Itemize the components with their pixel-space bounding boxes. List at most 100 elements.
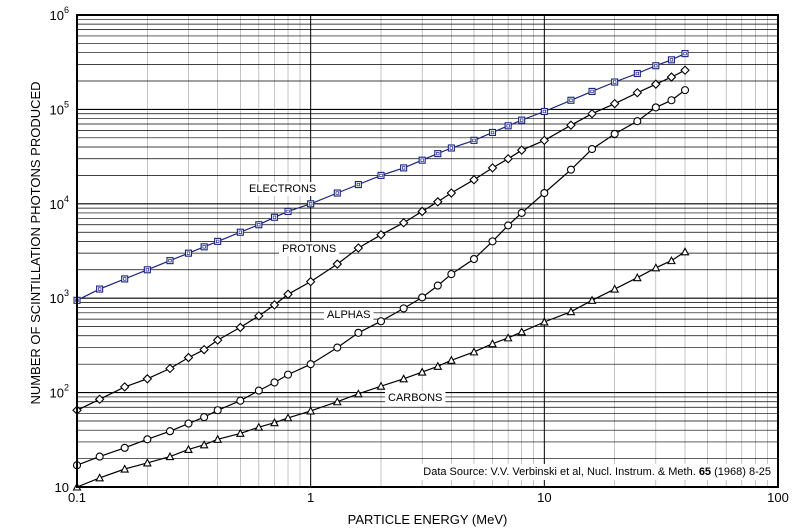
electrons-data-point-inner xyxy=(449,146,453,150)
y-tick-base: 10 xyxy=(55,480,69,495)
electrons-data-point xyxy=(667,56,676,64)
protons-data-point xyxy=(417,206,427,217)
electrons-data-point-inner xyxy=(490,130,495,135)
electrons-data-point-inner xyxy=(356,182,361,187)
data-source-prefix: Data Source: V.V. Verbinski et al, Nucl.… xyxy=(423,466,699,478)
y-tick-exponent: 2 xyxy=(64,383,69,393)
carbons-data-point xyxy=(446,355,456,364)
data-source-suffix: (1968) 8-25 xyxy=(711,466,771,478)
alphas-data-point xyxy=(610,129,619,138)
y-tick-exponent: 5 xyxy=(64,99,69,109)
carbons-data-point xyxy=(306,406,316,415)
series-layer xyxy=(72,50,690,491)
alphas-data-point xyxy=(306,360,315,369)
protons-data-point xyxy=(332,259,343,269)
alphas-data-point xyxy=(270,378,279,387)
alphas-data-point xyxy=(680,86,690,95)
alphas-data-point xyxy=(95,452,104,461)
alphas-data-point xyxy=(254,386,263,395)
protons-data-point xyxy=(446,188,457,198)
y-tick-base: 10 xyxy=(50,8,64,23)
carbons-data-point xyxy=(632,273,642,282)
electrons-data-point xyxy=(540,107,548,116)
electrons-data-point-inner xyxy=(97,287,102,291)
series-label-alphas: ALPHAS xyxy=(327,309,370,321)
carbons-data-point xyxy=(235,428,245,437)
electrons-data-point xyxy=(354,180,362,189)
alphas-data-point xyxy=(283,370,293,379)
y-tick-label: 104 xyxy=(50,194,69,212)
protons-data-point xyxy=(609,98,620,109)
x-tick-label: 10 xyxy=(537,490,551,505)
x-tick-label: 100 xyxy=(767,490,789,505)
series-label-bg-electrons xyxy=(246,182,320,196)
x-tick-label: 0.1 xyxy=(68,490,86,505)
protons-data-point xyxy=(212,335,223,345)
alphas-data-point xyxy=(333,343,342,352)
y-tick-base: 10 xyxy=(50,197,64,212)
protons-data-point xyxy=(119,382,130,392)
series-label-bg-carbons xyxy=(385,391,446,405)
electrons-data-point xyxy=(96,285,104,293)
electrons-data-point xyxy=(184,249,193,257)
carbons-data-point xyxy=(213,434,223,443)
protons-data-point xyxy=(651,79,661,89)
electrons-data-point-inner xyxy=(669,58,674,62)
alphas-data-point xyxy=(184,419,193,428)
protons-data-point xyxy=(516,145,527,155)
alphas-data-point xyxy=(200,413,209,422)
electrons-data-point-inner xyxy=(123,277,127,281)
electrons-data-point xyxy=(270,213,279,221)
electrons-data-point xyxy=(518,116,526,124)
electrons-data-point-inner xyxy=(520,118,524,122)
y-tick-base: 10 xyxy=(50,291,64,306)
electrons-data-point-inner xyxy=(202,245,206,249)
alphas-data-point xyxy=(587,145,597,154)
electrons-data-point xyxy=(611,78,619,86)
series-electrons xyxy=(73,50,689,304)
carbons-data-point xyxy=(488,338,497,348)
y-axis-title: NUMBER OF SCINTILLATION PHOTONS PRODUCED xyxy=(28,81,43,404)
protons-data-point xyxy=(283,289,293,300)
carbons-data-point xyxy=(651,263,661,272)
electrons-data-point-inner xyxy=(436,151,440,156)
alphas-data-point xyxy=(540,188,549,198)
carbons-data-point xyxy=(283,413,293,422)
carbons-data-point xyxy=(165,451,175,461)
protons-data-point xyxy=(632,87,643,98)
carbons-data-point xyxy=(610,284,620,293)
series-labels: ELECTRONS PROTONS ALPHAS CARBONS xyxy=(246,182,446,405)
y-tick-label: 106 xyxy=(50,5,69,23)
y-tick-exponent: 3 xyxy=(64,288,69,298)
electrons-data-point-inner xyxy=(654,64,658,68)
series-label-protons: PROTONS xyxy=(282,243,336,255)
carbons-data-point xyxy=(142,458,152,467)
carbons-data-point xyxy=(566,307,576,316)
electrons-data-point-inner xyxy=(186,251,191,255)
carbons-data-point xyxy=(399,374,409,383)
electrons-data-point-inner xyxy=(613,80,617,84)
electrons-data-point xyxy=(588,87,596,95)
electrons-data-point-inner xyxy=(472,138,476,143)
y-tick-label: 103 xyxy=(50,288,69,306)
electrons-data-point-inner xyxy=(379,173,383,178)
alphas-data-point xyxy=(633,117,642,126)
data-source-volume: 65 xyxy=(699,466,711,478)
electrons-data-point xyxy=(488,128,497,136)
protons-data-point xyxy=(183,352,194,363)
data-source-text: Data Source: V.V. Verbinski et al, Nucl.… xyxy=(423,466,771,478)
electrons-data-point xyxy=(470,136,478,144)
electrons-data-point xyxy=(652,62,660,70)
protons-data-point xyxy=(487,163,498,173)
y-tick-exponent: 4 xyxy=(64,194,69,204)
electrons-data-point xyxy=(567,96,575,104)
protons-data-point xyxy=(503,153,513,164)
data-source-bg xyxy=(419,464,775,480)
electrons-data-point xyxy=(333,189,341,197)
carbons-data-point xyxy=(199,440,209,449)
electrons-data-point xyxy=(236,228,244,236)
electrons-data-point-inner xyxy=(542,109,546,114)
alphas-data-point xyxy=(418,293,427,302)
alphas-data-point xyxy=(651,103,660,112)
